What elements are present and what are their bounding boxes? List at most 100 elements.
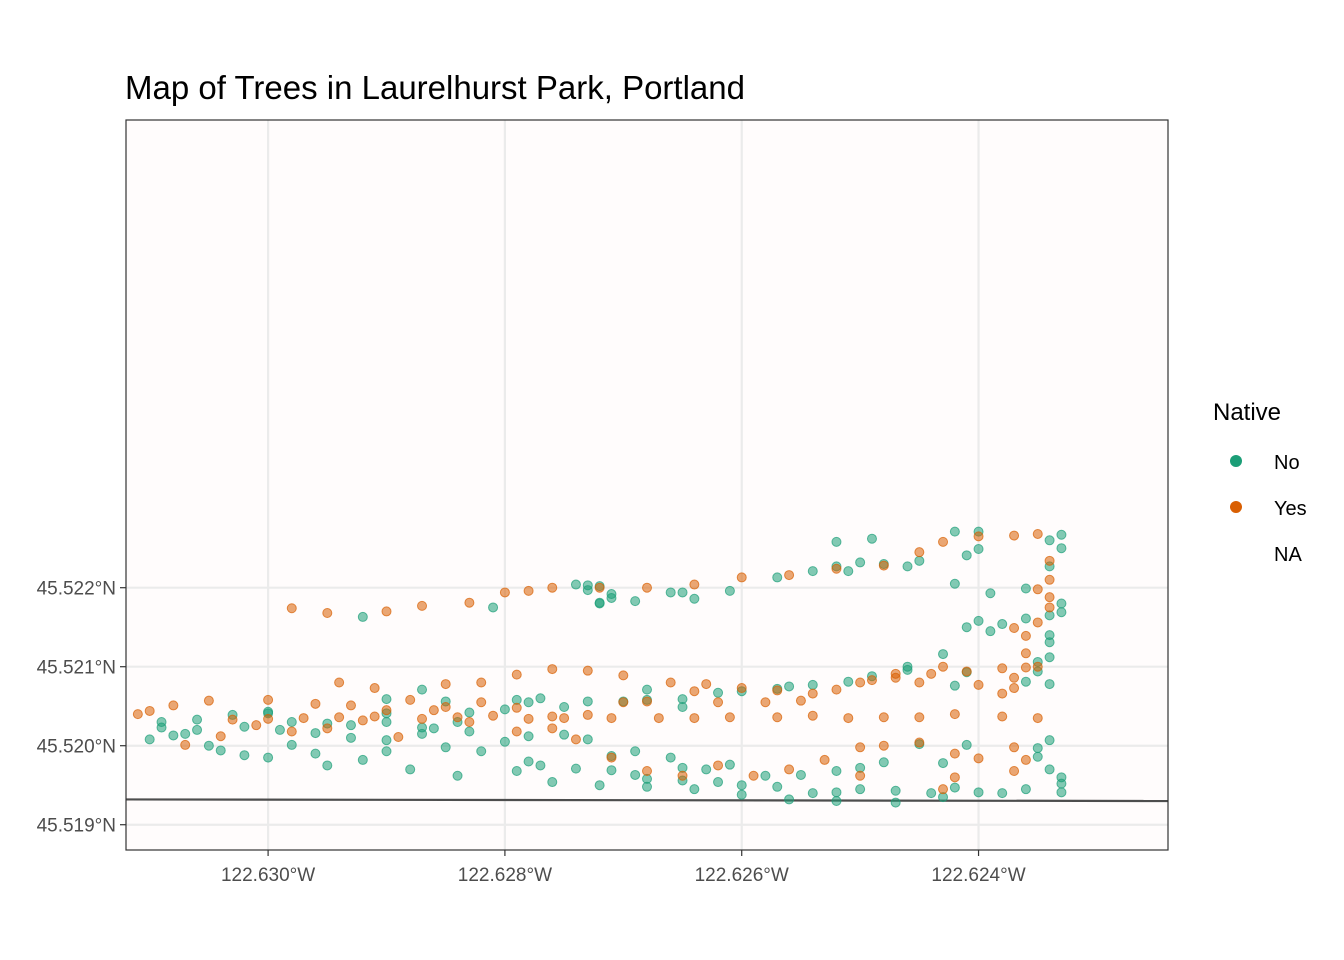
tree-point-no xyxy=(1020,583,1031,594)
tree-point-yes xyxy=(689,713,700,724)
plot-panel-background xyxy=(126,120,1168,850)
tree-point-yes xyxy=(523,585,534,596)
tree-point-yes xyxy=(132,709,143,720)
tree-point-no xyxy=(464,707,475,718)
tree-point-yes xyxy=(606,713,617,724)
tree-point-yes xyxy=(559,713,570,724)
tree-point-no xyxy=(192,714,203,725)
tree-point-no xyxy=(1020,613,1031,624)
tree-point-yes xyxy=(772,685,783,696)
tree-point-yes xyxy=(1044,592,1055,603)
tree-point-no xyxy=(736,780,747,791)
tree-point-no xyxy=(322,760,333,771)
tree-point-no xyxy=(961,550,972,561)
tree-point-no xyxy=(784,681,795,692)
tree-point-yes xyxy=(417,600,428,611)
chart-title: Map of Trees in Laurelhurst Park, Portla… xyxy=(125,69,745,106)
tree-point-no xyxy=(417,722,428,733)
tree-point-no xyxy=(665,752,676,763)
tree-point-no xyxy=(1044,652,1055,663)
tree-point-no xyxy=(440,742,451,753)
tree-point-no xyxy=(559,729,570,740)
tree-point-no xyxy=(1032,743,1043,754)
tree-point-yes xyxy=(713,760,724,771)
tree-point-yes xyxy=(973,679,984,690)
boundary-line xyxy=(125,798,1169,803)
tree-point-yes xyxy=(855,770,866,781)
x-tick-label: 122.630°W xyxy=(221,865,315,886)
tree-point-yes xyxy=(1020,662,1031,673)
tree-point-no xyxy=(973,543,984,554)
tree-point-yes xyxy=(263,694,274,705)
tree-point-yes xyxy=(1044,602,1055,613)
tree-point-yes xyxy=(488,710,499,721)
tree-point-yes xyxy=(547,664,558,675)
tree-point-no xyxy=(973,787,984,798)
tree-point-no xyxy=(831,796,842,807)
tree-point-yes xyxy=(949,772,960,783)
x-tick-label: 122.624°W xyxy=(931,865,1025,886)
tree-point-yes xyxy=(938,784,949,795)
tree-point-yes xyxy=(642,696,652,707)
tree-point-yes xyxy=(203,695,214,706)
tree-point-no xyxy=(1020,784,1031,795)
tree-point-no xyxy=(594,780,605,791)
tree-point-no xyxy=(890,797,901,808)
tree-point-no xyxy=(689,784,700,795)
tree-point-no xyxy=(973,615,984,626)
tree-point-yes xyxy=(511,702,522,713)
tree-point-yes xyxy=(724,712,735,723)
tree-point-no xyxy=(192,724,203,735)
tree-point-yes xyxy=(263,713,274,724)
tree-point-no xyxy=(523,756,534,767)
tree-point-yes xyxy=(855,677,866,688)
tree-point-yes xyxy=(642,582,652,593)
tree-point-yes xyxy=(286,603,297,614)
tree-point-yes xyxy=(1044,574,1055,585)
tree-point-yes xyxy=(713,697,724,708)
tree-point-no xyxy=(428,723,439,734)
tree-point-no xyxy=(381,694,392,705)
tree-point-no xyxy=(559,702,570,713)
tree-point-no xyxy=(949,782,960,793)
tree-point-no xyxy=(1020,676,1031,687)
tree-point-no xyxy=(795,769,806,780)
tree-point-yes xyxy=(570,734,581,745)
legend-title: Native xyxy=(1213,399,1281,426)
tree-point-yes xyxy=(949,709,960,720)
tree-point-no xyxy=(772,572,783,583)
x-tick-label: 122.628°W xyxy=(458,865,552,886)
tree-point-yes xyxy=(381,606,392,617)
x-axis: 122.630°W 122.628°W 122.626°W 122.624°W xyxy=(221,850,1026,886)
tree-point-no xyxy=(807,566,818,577)
y-tick-label: 45.522°N xyxy=(37,579,116,600)
tree-point-no xyxy=(997,788,1008,799)
tree-point-no xyxy=(357,754,368,765)
tree-point-no xyxy=(807,788,818,799)
tree-points xyxy=(132,526,1067,808)
tree-point-yes xyxy=(949,748,960,759)
tree-point-yes xyxy=(973,753,984,764)
tree-point-no xyxy=(168,730,179,741)
tree-point-yes xyxy=(1032,617,1043,628)
tree-point-no xyxy=(215,745,226,756)
tree-point-yes xyxy=(428,705,439,716)
tree-point-yes xyxy=(689,686,700,697)
tree-point-no xyxy=(156,722,167,733)
tree-point-no xyxy=(417,684,428,695)
tree-point-no xyxy=(464,726,475,737)
tree-point-no xyxy=(642,684,652,695)
tree-point-no xyxy=(1044,637,1055,648)
tree-point-yes xyxy=(1009,742,1020,753)
tree-point-yes xyxy=(345,700,356,711)
tree-point-yes xyxy=(511,726,522,737)
tree-point-yes xyxy=(334,677,345,688)
y-axis: 45.519°N 45.520°N 45.521°N 45.522°N xyxy=(37,579,126,837)
tree-point-no xyxy=(843,566,854,577)
tree-point-yes xyxy=(582,709,593,720)
tree-point-yes xyxy=(618,697,629,708)
tree-point-yes xyxy=(819,754,830,765)
tree-point-yes xyxy=(784,764,795,775)
tree-point-no xyxy=(405,764,416,775)
legend: Native No Yes NA xyxy=(1213,399,1307,566)
